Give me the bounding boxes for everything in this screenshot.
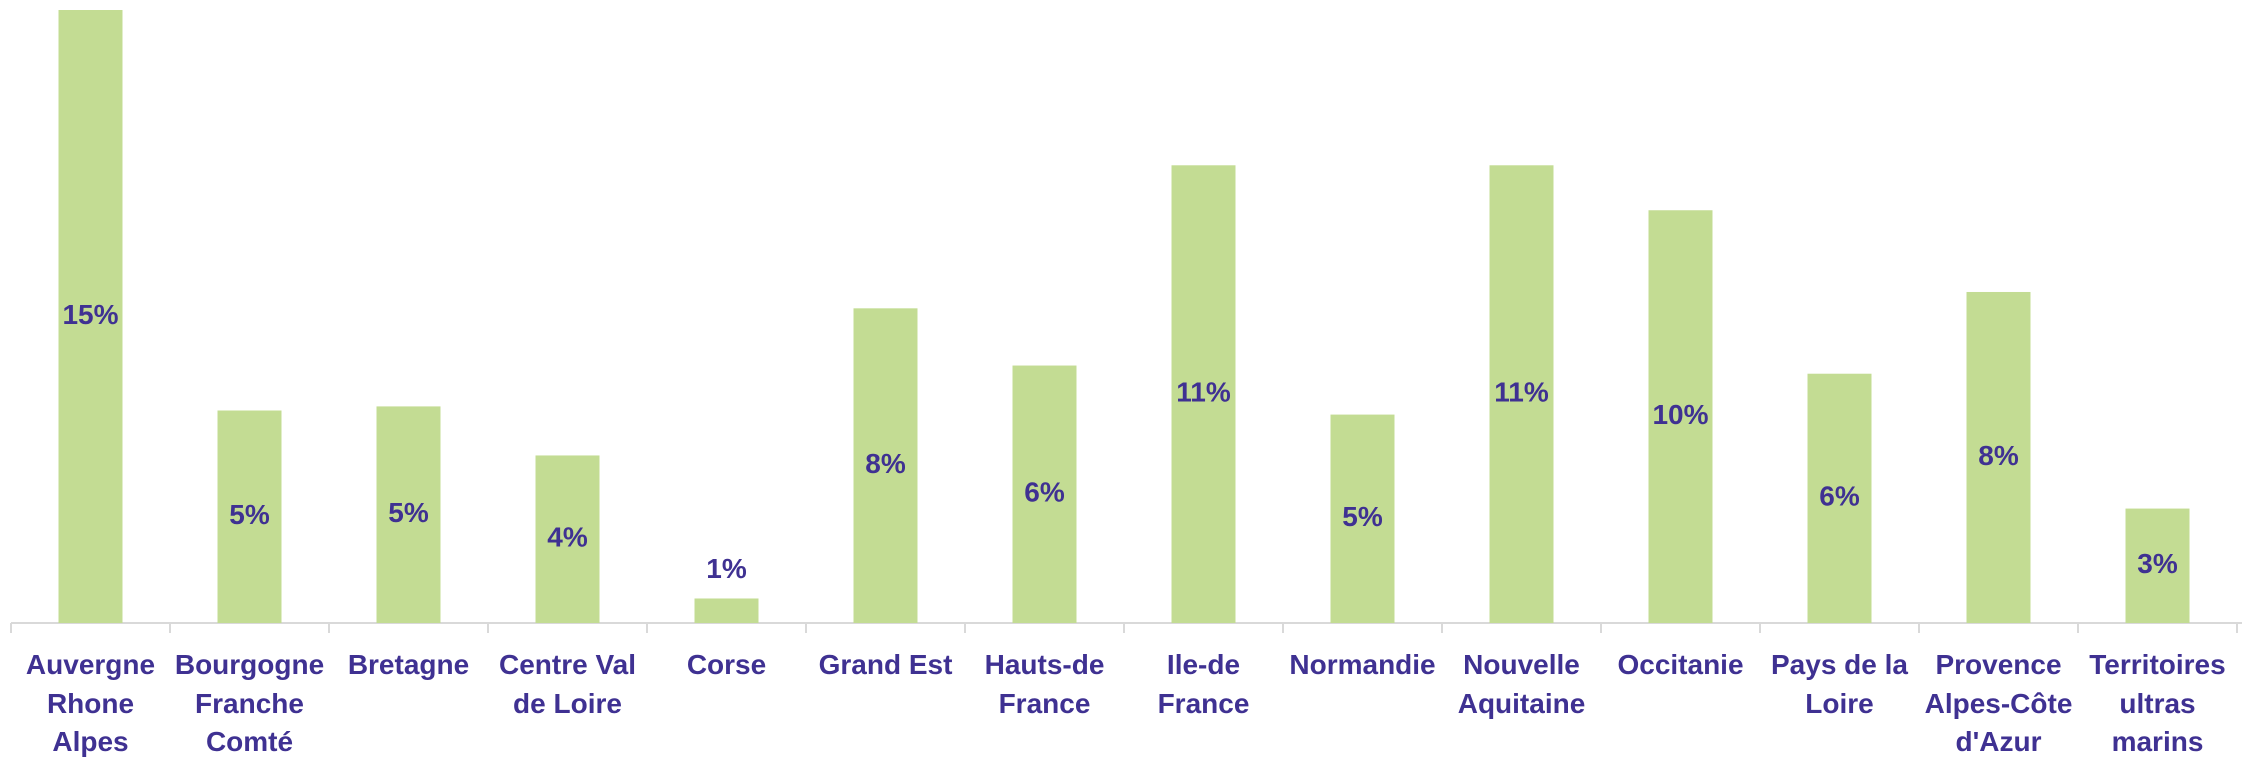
x-tick-label: Auvergne Rhone Alpes (25, 649, 156, 758)
bar (1012, 365, 1077, 623)
data-label: 5% (388, 497, 429, 528)
x-tick-label: Bourgogne Franche Comté (174, 649, 325, 758)
data-label: 10% (1652, 399, 1708, 430)
x-tick-label: Hauts-de France (984, 649, 1105, 719)
x-tick-label: Territoires ultras marins (2089, 649, 2226, 758)
x-tick-label: Normandie (1289, 649, 1436, 680)
data-label: 1% (706, 553, 747, 584)
data-label: 3% (2137, 548, 2178, 579)
bar (2125, 508, 2190, 623)
bar (1966, 291, 2031, 623)
data-label: 8% (865, 448, 906, 479)
bar (1648, 210, 1713, 623)
data-label: 6% (1819, 481, 1860, 512)
bar (694, 598, 759, 623)
x-tick-label: Ile-de France (1157, 649, 1250, 719)
x-tick-label: Centre Val de Loire (499, 649, 636, 719)
x-tick-label: Pays de la Loire (1771, 649, 1908, 719)
data-label: 4% (547, 522, 588, 553)
x-tick-label: Grand Est (818, 649, 953, 680)
x-tick-label: Corse (686, 649, 767, 680)
data-label: 5% (1342, 501, 1383, 532)
x-tick-label: Occitanie (1617, 649, 1744, 680)
data-label: 11% (1176, 377, 1231, 408)
bar (217, 410, 282, 623)
data-label: 6% (1024, 477, 1065, 508)
bar (58, 10, 123, 623)
data-label: 15% (62, 299, 118, 330)
x-tick-label: Nouvelle Aquitaine (1457, 649, 1586, 719)
data-label: 11% (1494, 377, 1549, 408)
bar (1330, 414, 1395, 623)
data-label: 5% (229, 499, 270, 530)
bar (1807, 373, 1872, 623)
bar (853, 308, 918, 623)
bar (376, 406, 441, 623)
bar (535, 455, 600, 623)
x-tick-label: Bretagne (347, 649, 470, 680)
bar (1489, 165, 1554, 623)
data-label: 8% (1978, 440, 2019, 471)
bar (1171, 165, 1236, 623)
x-tick-label: Provence Alpes-Côte d'Azur (1924, 649, 2073, 758)
